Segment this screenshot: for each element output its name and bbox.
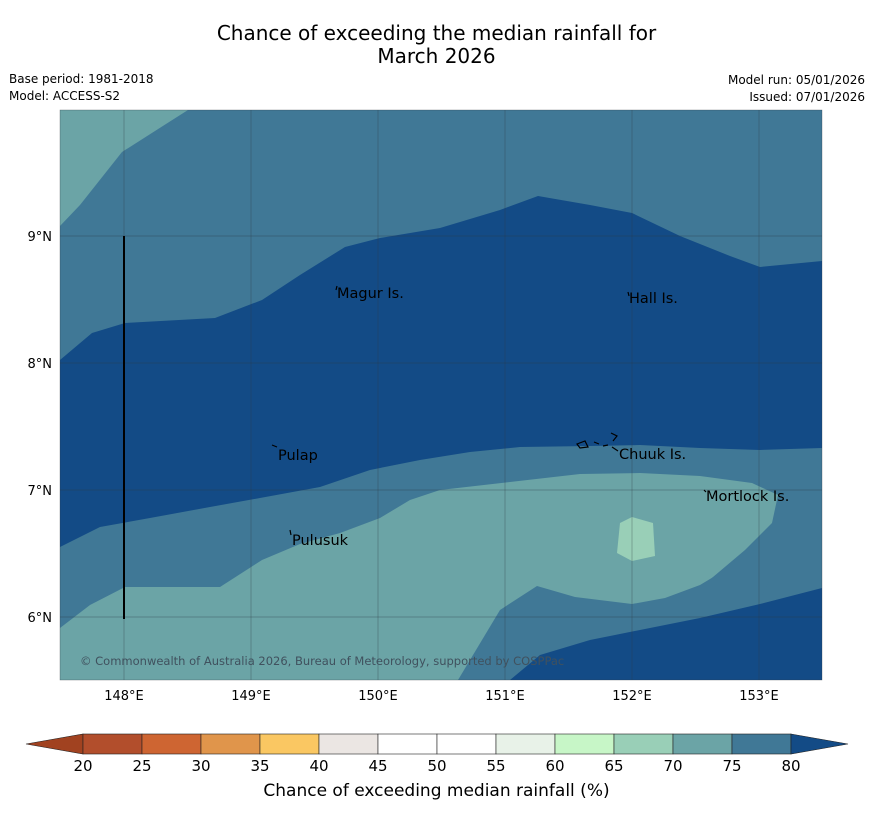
lon-tick-148e: 148°E bbox=[104, 689, 144, 704]
lon-tick-labels: 148°E 149°E 150°E 151°E 152°E 153°E bbox=[104, 689, 779, 704]
colorbar-cell-75-80 bbox=[731, 733, 792, 755]
issued-date: Issued: 07/01/2026 bbox=[749, 90, 865, 104]
region-80-plus-band bbox=[60, 196, 822, 547]
colorbar-extend-low bbox=[25, 733, 84, 755]
colorbar-cell-40-45 bbox=[318, 733, 379, 755]
lat-tick-labels: 9°N 8°N 7°N 6°N bbox=[28, 230, 53, 626]
colorbar-cell-55-60 bbox=[495, 733, 556, 755]
colorbar-tick-25: 25 bbox=[132, 757, 151, 775]
title-line-1: Chance of exceeding the median rainfall … bbox=[216, 21, 657, 45]
island-pulusuk bbox=[289, 529, 292, 536]
island-pulap bbox=[271, 444, 278, 448]
label-pulap: Pulap bbox=[278, 448, 318, 464]
colorbar-extend-high bbox=[790, 733, 849, 755]
lat-tick-6n: 6°N bbox=[28, 611, 53, 626]
island-hall bbox=[627, 291, 630, 297]
region-80-plus-southeast bbox=[510, 588, 822, 680]
lat-tick-9n: 9°N bbox=[28, 230, 53, 245]
colorbar: 20 25 30 35 40 45 50 55 60 65 70 75 80 bbox=[25, 733, 849, 775]
colorbar-cell-20-25 bbox=[82, 733, 143, 755]
colorbar-tick-30: 30 bbox=[191, 757, 210, 775]
island-outlines bbox=[271, 285, 707, 536]
colorbar-cell-35-40 bbox=[259, 733, 320, 755]
map-area bbox=[60, 110, 822, 680]
place-labels: Magur Is. Hall Is. Pulap Chuuk Is. Mortl… bbox=[278, 286, 789, 549]
chart-title: Chance of exceeding the median rainfall … bbox=[0, 22, 873, 68]
lat-tick-8n: 8°N bbox=[28, 357, 53, 372]
lat-tick-7n: 7°N bbox=[28, 484, 53, 499]
region-75-80-wedge bbox=[458, 523, 779, 680]
meta-left: Base period: 1981-2018 Model: ACCESS-S2 bbox=[9, 71, 154, 105]
colorbar-tick-70: 70 bbox=[663, 757, 682, 775]
model-run: Model run: 05/01/2026 bbox=[727, 73, 865, 87]
island-mortlock bbox=[703, 489, 707, 493]
label-pulusuk: Pulusuk bbox=[292, 533, 349, 549]
region-70-75-northwest bbox=[60, 110, 188, 226]
colorbar-label: Chance of exceeding median rainfall (%) bbox=[263, 781, 610, 801]
colorbar-tick-80: 80 bbox=[781, 757, 800, 775]
colorbar-tick-65: 65 bbox=[604, 757, 623, 775]
colorbar-cell-50-55 bbox=[436, 733, 497, 755]
colorbar-cell-45-50 bbox=[377, 733, 438, 755]
label-magur: Magur Is. bbox=[337, 286, 404, 302]
model-name: Model: ACCESS-S2 bbox=[9, 89, 121, 103]
lon-tick-153e: 153°E bbox=[739, 689, 779, 704]
colorbar-tick-labels: 20 25 30 35 40 45 50 55 60 65 70 75 80 bbox=[73, 757, 800, 775]
colorbar-cell-60-65 bbox=[554, 733, 615, 755]
colorbar-cell-25-30 bbox=[141, 733, 202, 755]
colorbar-cell-65-70 bbox=[613, 733, 674, 755]
lon-tick-150e: 150°E bbox=[358, 689, 398, 704]
label-chuuk: Chuuk Is. bbox=[619, 447, 686, 463]
colorbar-tick-75: 75 bbox=[722, 757, 741, 775]
region-65-70-patch bbox=[617, 517, 655, 561]
colorbar-tick-45: 45 bbox=[368, 757, 387, 775]
copyright-notice: © Commonwealth of Australia 2026, Bureau… bbox=[80, 654, 564, 668]
colorbar-tick-40: 40 bbox=[309, 757, 328, 775]
colorbar-tick-20: 20 bbox=[73, 757, 92, 775]
colorbar-cells bbox=[82, 733, 792, 755]
island-chuuk bbox=[576, 432, 619, 452]
colorbar-tick-35: 35 bbox=[250, 757, 269, 775]
colorbar-tick-50: 50 bbox=[427, 757, 446, 775]
colorbar-cell-70-75 bbox=[672, 733, 733, 755]
meta-right: Model run: 05/01/2026 Issued: 07/01/2026 bbox=[728, 72, 865, 106]
map-frame bbox=[59, 109, 823, 681]
colorbar-cell-30-35 bbox=[200, 733, 261, 755]
lon-tick-152e: 152°E bbox=[612, 689, 652, 704]
title-line-2: March 2026 bbox=[377, 44, 496, 68]
label-hall: Hall Is. bbox=[629, 291, 678, 307]
colorbar-tick-55: 55 bbox=[486, 757, 505, 775]
base-period: Base period: 1981-2018 bbox=[9, 72, 154, 86]
label-mortlock: Mortlock Is. bbox=[706, 489, 789, 505]
island-magur bbox=[335, 285, 338, 291]
lon-tick-151e: 151°E bbox=[485, 689, 525, 704]
colorbar-tick-60: 60 bbox=[545, 757, 564, 775]
lon-tick-149e: 149°E bbox=[231, 689, 271, 704]
